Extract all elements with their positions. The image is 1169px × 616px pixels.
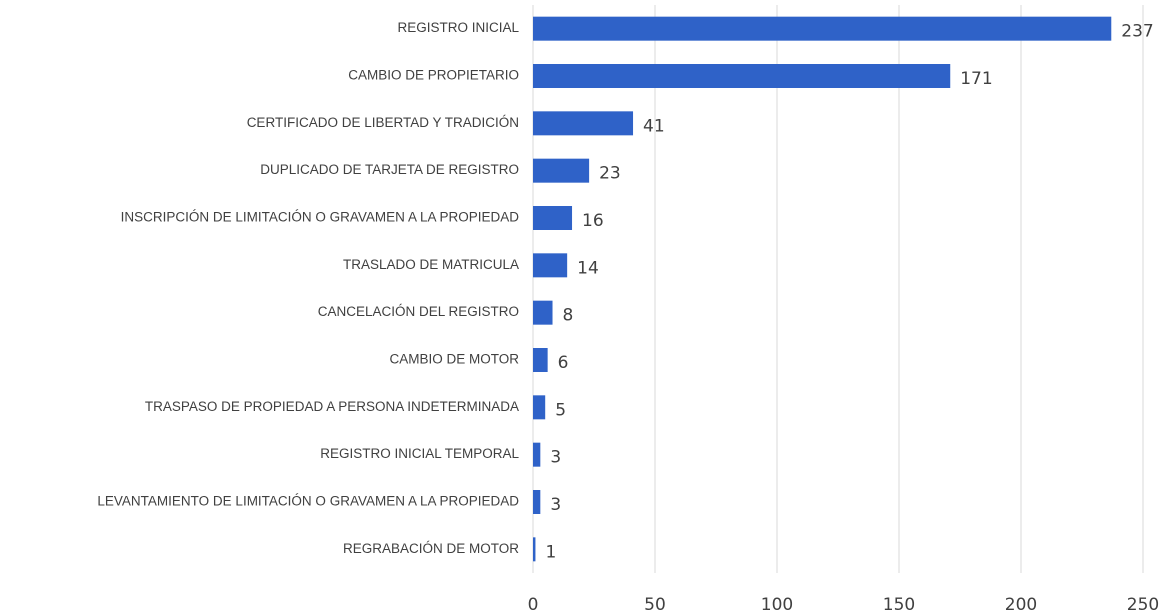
bar [533, 206, 573, 230]
value-label: 6 [558, 353, 569, 373]
value-label: 171 [960, 69, 992, 89]
bar [533, 64, 951, 88]
x-tick-label: 200 [1005, 595, 1037, 615]
y-tick-label: CAMBIO DE MOTOR [389, 352, 519, 367]
bar [533, 111, 634, 136]
bar [533, 490, 541, 514]
bar [533, 442, 541, 467]
value-label: 237 [1121, 22, 1153, 42]
y-tick-label: LEVANTAMIENTO DE LIMITACIÓN O GRAVAMEN A… [97, 494, 519, 509]
bar [533, 537, 536, 562]
bar [533, 253, 568, 278]
y-tick-label: DUPLICADO DE TARJETA DE REGISTRO [260, 162, 519, 177]
value-label: 5 [555, 400, 566, 420]
bar [533, 395, 546, 420]
bar [533, 16, 1112, 41]
y-tick-label: REGISTRO INICIAL [397, 20, 519, 35]
value-label: 3 [550, 495, 561, 515]
x-tick-label: 250 [1127, 595, 1159, 615]
y-tick-label: TRASPASO DE PROPIEDAD A PERSONA INDETERM… [145, 399, 519, 414]
value-label: 14 [577, 258, 599, 278]
value-label: 23 [599, 164, 621, 184]
bar [533, 300, 553, 325]
value-label: 41 [643, 116, 665, 136]
x-tick-label: 50 [644, 595, 666, 615]
bar [533, 348, 548, 372]
value-label: 1 [545, 542, 556, 562]
x-tick-label: 100 [761, 595, 793, 615]
y-tick-label: REGISTRO INICIAL TEMPORAL [320, 446, 519, 461]
y-tick-label: CERTIFICADO DE LIBERTAD Y TRADICIÓN [247, 115, 519, 130]
x-tick-label: 0 [528, 595, 539, 615]
y-tick-label: REGRABACIÓN DE MOTOR [343, 541, 519, 556]
value-label: 8 [563, 306, 574, 326]
y-tick-label: CAMBIO DE PROPIETARIO [348, 68, 519, 83]
value-label: 16 [582, 211, 604, 231]
x-tick-label: 150 [883, 595, 915, 615]
bar [533, 158, 590, 183]
value-label: 3 [550, 448, 561, 468]
y-tick-label: TRASLADO DE MATRICULA [343, 257, 519, 272]
y-tick-label: CANCELACIÓN DEL REGISTRO [318, 304, 519, 319]
y-tick-label: INSCRIPCIÓN DE LIMITACIÓN O GRAVAMEN A L… [121, 210, 520, 225]
